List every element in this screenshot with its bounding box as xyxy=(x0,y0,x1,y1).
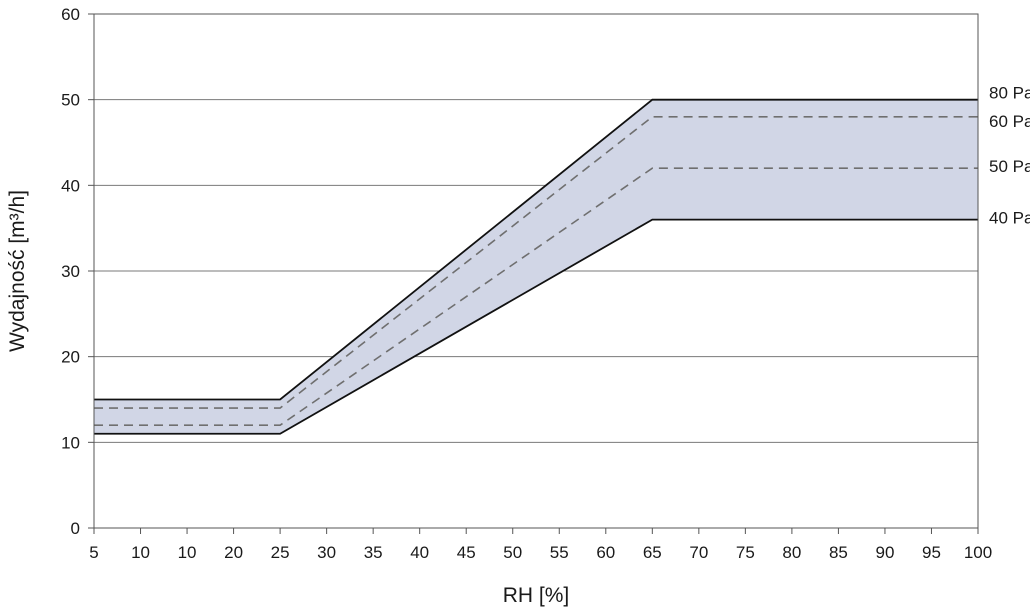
plot-frame xyxy=(93,13,979,529)
x-tick-label-9: 50 xyxy=(503,543,522,562)
series-label-80-pa: 80 Pa xyxy=(989,84,1030,103)
x-tick-label-6: 35 xyxy=(364,543,383,562)
x-tick-label-0: 5 xyxy=(89,543,98,562)
series-label-60-pa: 60 Pa xyxy=(989,112,1030,131)
x-tick-label-7: 40 xyxy=(410,543,429,562)
y-tick-label-10: 10 xyxy=(61,433,80,452)
y-tick-label-20: 20 xyxy=(61,348,80,367)
x-tick-label-11: 60 xyxy=(596,543,615,562)
x-tick-label-16: 85 xyxy=(829,543,848,562)
axes xyxy=(88,13,979,534)
y-tick-labels: 0 10 20 30 40 50 60 xyxy=(61,5,80,538)
series-line-40-pa xyxy=(94,218,978,435)
series-label-50-pa: 50 Pa xyxy=(989,157,1030,176)
y-tick-label-0: 0 xyxy=(71,519,80,538)
x-axis-title: RH [%] xyxy=(503,584,570,607)
y-axis-title: Wydajność [m³/h] xyxy=(6,190,29,352)
x-tick-label-5: 30 xyxy=(317,543,336,562)
x-tick-label-4: 25 xyxy=(271,543,290,562)
series-line-50-pa xyxy=(94,167,978,427)
x-tick-label-12: 65 xyxy=(643,543,662,562)
y-tick-label-40: 40 xyxy=(61,176,80,195)
series-lines xyxy=(94,98,978,435)
band-area xyxy=(94,99,978,434)
x-tick-label-19: 100 xyxy=(964,543,992,562)
x-tick-label-17: 90 xyxy=(875,543,894,562)
x-tick-label-15: 80 xyxy=(782,543,801,562)
series-line-60-pa xyxy=(94,116,978,409)
series-band xyxy=(94,99,978,434)
x-tick-label-8: 45 xyxy=(457,543,476,562)
x-tick-label-10: 55 xyxy=(550,543,569,562)
x-tick-label-2: 10 xyxy=(178,543,197,562)
x-tick-label-13: 70 xyxy=(689,543,708,562)
x-tick-label-14: 75 xyxy=(736,543,755,562)
x-tick-label-18: 95 xyxy=(922,543,941,562)
x-tick-labels: 5 10 10 20 25 30 35 40 45 50 55 60 65 70 75 80 85 90 95 100 xyxy=(89,543,992,562)
y-tick-label-60: 60 xyxy=(61,5,80,24)
y-tick-label-50: 50 xyxy=(61,91,80,110)
y-tick-label-30: 30 xyxy=(61,262,80,281)
series-label-40-pa: 40 Pa xyxy=(989,209,1030,228)
x-tick-label-1: 10 xyxy=(131,543,150,562)
series-labels: 80 Pa 60 Pa 50 Pa 40 Pa xyxy=(989,84,1030,228)
x-tick-label-3: 20 xyxy=(224,543,243,562)
series-line-80-pa xyxy=(94,98,978,401)
